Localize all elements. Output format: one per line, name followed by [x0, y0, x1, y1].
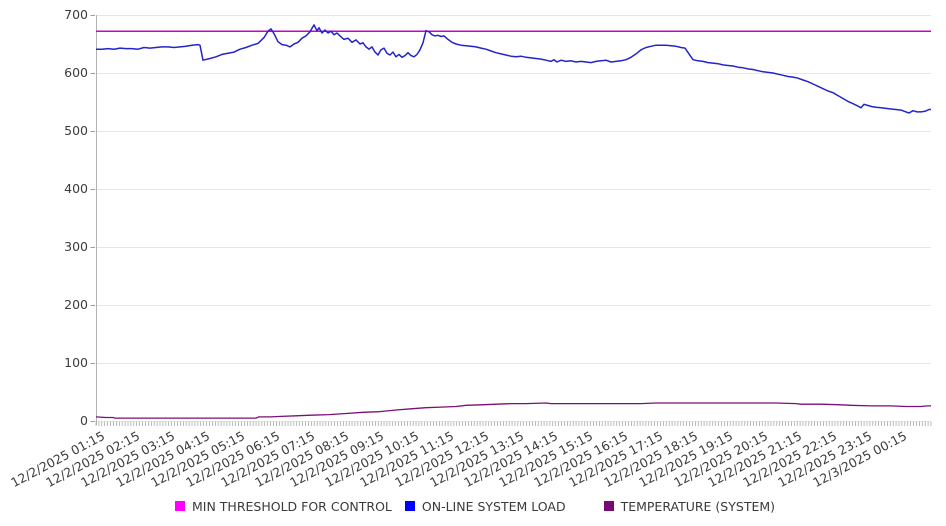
legend-item-temperature-system[interactable]: TEMPERATURE (SYSTEM) [603, 498, 776, 514]
online-system-load-swatch-icon [404, 501, 415, 511]
legend-item-online-system-load[interactable]: ON-LINE SYSTEM LOAD [404, 498, 566, 514]
temperature-system-swatch-icon [603, 501, 614, 511]
temperature-line [95, 402, 931, 419]
min-threshold-swatch-icon [175, 501, 185, 511]
legend-item-min-threshold[interactable]: MIN THRESHOLD FOR CONTROL [175, 499, 392, 514]
chart-legend: MIN THRESHOLD FOR CONTROL ON-LINE SYSTEM… [175, 498, 775, 514]
legend-label: MIN THRESHOLD FOR CONTROL [192, 498, 392, 514]
legend-label: TEMPERATURE (SYSTEM) [620, 498, 776, 514]
legend-label: ON-LINE SYSTEM LOAD [421, 498, 566, 514]
online-system-load-line [96, 24, 931, 114]
